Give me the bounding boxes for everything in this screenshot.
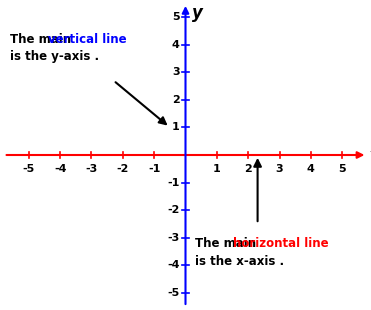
Text: horizontal line: horizontal line	[233, 237, 329, 250]
Text: -1: -1	[167, 178, 180, 188]
Text: The main: The main	[195, 237, 260, 250]
Text: -2: -2	[167, 205, 180, 215]
Text: x: x	[370, 138, 371, 156]
Text: 5: 5	[172, 12, 180, 22]
Text: is the x-axis .: is the x-axis .	[195, 255, 284, 268]
Text: 1: 1	[213, 164, 221, 174]
Text: 1: 1	[172, 122, 180, 132]
Text: is the y-axis .: is the y-axis .	[10, 51, 99, 64]
Text: 3: 3	[172, 67, 180, 77]
Text: 2: 2	[244, 164, 252, 174]
Text: -1: -1	[148, 164, 160, 174]
Text: 3: 3	[276, 164, 283, 174]
Text: The main: The main	[10, 33, 75, 46]
Text: 4: 4	[172, 40, 180, 50]
Text: y: y	[193, 4, 203, 23]
Text: -5: -5	[23, 164, 35, 174]
Text: 2: 2	[172, 95, 180, 105]
Text: -3: -3	[168, 233, 180, 243]
Text: 5: 5	[338, 164, 346, 174]
Text: 4: 4	[307, 164, 315, 174]
Text: -5: -5	[168, 288, 180, 298]
Text: -3: -3	[85, 164, 98, 174]
Text: -4: -4	[167, 260, 180, 270]
Text: vertical line: vertical line	[48, 33, 127, 46]
Text: -4: -4	[54, 164, 66, 174]
Text: -2: -2	[116, 164, 129, 174]
